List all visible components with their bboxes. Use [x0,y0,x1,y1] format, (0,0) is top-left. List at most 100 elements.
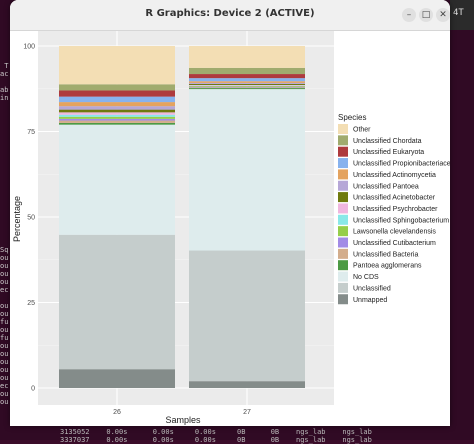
x-tick-label: 27 [243,409,251,416]
legend-swatch [338,249,348,259]
legend-swatch [338,124,348,134]
legend: Other Unclassified Chordata Unclassified E… [338,124,450,304]
terminal-line: ou [0,278,8,286]
legend-swatch [338,158,348,168]
terminal-line: ou [0,262,8,270]
legend-label: Unclassified Bacteria [353,251,418,258]
bar-segment [189,74,305,78]
legend-swatch [338,181,348,191]
legend-label: Unclassified Actinomycetia [353,172,436,179]
terminal-bottom-output: 3135052 0.00s 0.00s 0.00s 0B 0B ngs_lab … [60,428,474,440]
bar-segment [59,115,175,117]
terminal-line: ab [0,86,8,94]
close-icon[interactable]: ✕ [436,8,450,22]
terminal-line: ou [0,326,8,334]
y-tick-label: 25 [27,300,35,307]
legend-label: Unclassified Sphingobacterium [353,217,449,224]
legend-swatch [338,192,348,202]
terminal-line: ou [0,302,8,310]
legend-label: Unclassified Chordata [353,138,422,145]
terminal-tab-label: 4T [453,8,464,18]
y-tick-label: 50 [27,215,35,222]
y-axis-title: Percentage [12,196,22,242]
bar-segment [189,87,305,88]
bar-segment [189,46,305,68]
bar-segment [189,84,305,85]
terminal-line: ou [0,342,8,350]
bar-segment [189,85,305,86]
terminal-line: Sq [0,246,8,254]
terminal-line: ou [0,374,8,382]
bar-segment [189,81,305,83]
legend-swatch [338,215,348,225]
legend-swatch [338,272,348,282]
bar-segment [189,87,305,88]
terminal-line: ou [0,254,8,262]
bar-segment [59,84,175,90]
bar-segment [189,68,305,74]
bar-segment [59,121,175,123]
maximize-icon[interactable]: □ [419,8,433,22]
y-tick-label: 75 [27,129,35,136]
bar-segment [59,112,175,114]
terminal-line: ec [0,382,8,390]
legend-title: Species [338,113,366,122]
y-tick-label: 100 [23,44,35,51]
legend-label: Unclassified Acinetobacter [353,195,436,202]
legend-label: Other [353,127,371,134]
bar-segment [59,90,175,96]
bar-segment [189,78,305,81]
y-tick-label: 0 [31,386,35,393]
bar-segment [189,86,305,87]
bar-segment [189,88,305,89]
minimize-icon[interactable]: – [402,8,416,22]
window-titlebar[interactable]: R Graphics: Device 2 (ACTIVE) – □ ✕ [10,0,450,31]
window-title: R Graphics: Device 2 (ACTIVE) [10,8,450,19]
bar-segment [59,102,175,106]
legend-swatch [338,203,348,213]
bar-segment [189,381,305,388]
legend-label: Unclassified Propionibacteriaceae [353,161,450,168]
terminal-line: in [0,94,8,102]
terminal-line: fu [0,334,8,342]
legend-swatch [338,238,348,248]
bar-segment [189,89,305,250]
x-axis-title: Samples [165,415,201,425]
bar-segment [59,369,175,388]
bar-segment [59,117,175,119]
legend-swatch [338,283,348,293]
bar-segment [59,110,175,113]
legend-label: Pantoea agglomerans [353,263,422,270]
bar-segment [59,235,175,369]
bar-segment [59,97,175,102]
legend-label: Unclassified Cutibacterium [353,240,436,247]
legend-label: No CDS [353,274,379,281]
bar-segment [59,106,175,109]
legend-label: Lawsonella clevelandensis [353,229,436,236]
bar-segment [59,125,175,235]
r-graphics-window: R Graphics: Device 2 (ACTIVE) – □ ✕ 0 25 5… [10,0,450,426]
legend-swatch [338,226,348,236]
terminal-line: 3135052 0.00s 0.00s 0.00s 0B 0B ngs_lab … [60,428,474,436]
terminal-line: ac [0,70,8,78]
legend-swatch [338,260,348,270]
terminal-line: 3337037 0.00s 0.00s 0.00s 0B 0B ngs_lab … [60,436,474,444]
terminal-line: ou [0,358,8,366]
stacked-bar-chart: 0 25 50 75 100 26 27 Samples Percentage Speci… [10,31,450,426]
legend-label: Unclassified Eukaryota [353,149,424,156]
terminal-line: fu [0,318,8,326]
terminal-line: ou [0,270,8,278]
legend-swatch [338,135,348,145]
bar-segment [59,123,175,125]
terminal-line: ou [0,350,8,358]
x-tick-label: 26 [113,409,121,416]
terminal-line: T [0,62,8,70]
legend-swatch [338,169,348,179]
legend-swatch [338,147,348,157]
terminal-tab-fragment: 4T [450,0,474,30]
legend-label: Unmapped [353,297,387,304]
terminal-line: ec [0,286,8,294]
y-axis-ticks: 0 25 50 75 100 [23,44,35,393]
terminal-line: ou [0,398,8,406]
legend-label: Unclassified Pantoea [353,183,419,190]
